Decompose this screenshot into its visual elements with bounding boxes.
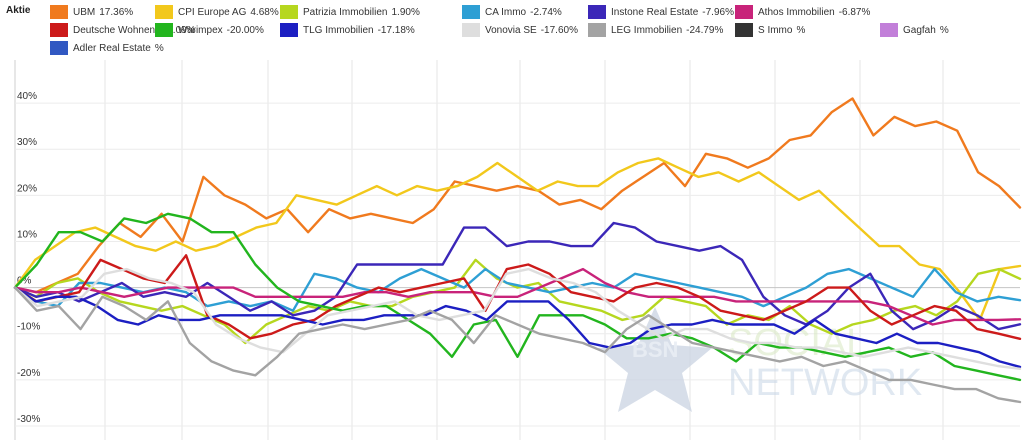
legend-series-name: Patrizia Immobilien: [303, 6, 388, 18]
legend-item[interactable]: Warimpex -20.00%: [155, 22, 264, 38]
series-line: [13, 286, 1022, 404]
watermark-line2: NETWORK: [728, 362, 922, 404]
legend-series-change: %: [939, 24, 949, 36]
series-line: [13, 286, 1022, 369]
legend-swatch: [155, 23, 173, 37]
legend-series-name: Vonovia SE: [485, 24, 537, 36]
legend-item[interactable]: Vonovia SE -17.60%: [462, 22, 578, 38]
y-tick-label: 40%: [17, 91, 37, 102]
series-line: [13, 267, 1022, 312]
watermark-star: [598, 307, 712, 412]
legend-swatch: [462, 5, 480, 19]
legend-item[interactable]: Patrizia Immobilien 1.90%: [280, 4, 420, 20]
legend-series-name: Deutsche Wohnen: [73, 24, 156, 36]
legend-item[interactable]: CPI Europe AG 4.68%: [155, 4, 279, 20]
legend-series-name: LEG Immobilien: [611, 24, 683, 36]
series-line: [13, 254, 1022, 340]
series-line: [13, 258, 1022, 345]
legend-swatch: [280, 23, 298, 37]
series-line: [13, 97, 1022, 294]
legend-series-change: -24.79%: [686, 24, 724, 36]
legend-series-change: -17.60%: [540, 24, 578, 36]
legend-item[interactable]: LEG Immobilien -24.79%: [588, 22, 723, 38]
legend-series-name: Instone Real Estate: [611, 6, 699, 18]
legend-swatch: [462, 23, 480, 37]
legend-series-name: UBM: [73, 6, 96, 18]
series-line: [13, 221, 1022, 331]
legend-series-change: 4.68%: [250, 6, 279, 18]
legend-series-name: Athos Immobilien: [758, 6, 835, 18]
legend-series-name: TLG Immobilien: [303, 24, 374, 36]
legend-item[interactable]: Athos Immobilien -6.87%: [735, 4, 870, 20]
legend-swatch: [735, 23, 753, 37]
y-tick-label: 20%: [17, 183, 37, 194]
legend-item[interactable]: S Immo%: [735, 22, 805, 38]
legend-swatch: [50, 41, 68, 55]
legend-series-change: -2.74%: [530, 6, 562, 18]
legend-swatch: [735, 5, 753, 19]
legend-item[interactable]: CA Immo -2.74%: [462, 4, 562, 20]
y-tick-label: 10%: [17, 229, 37, 240]
y-tick-label: 0%: [17, 276, 32, 287]
legend-series-name: S Immo: [758, 24, 793, 36]
legend-series-name: Gagfah: [903, 24, 936, 36]
legend-series-change: 1.90%: [391, 6, 420, 18]
legend-series-change: 17.36%: [99, 6, 134, 18]
y-tick-label: -10%: [17, 322, 40, 333]
legend-series-name: Warimpex: [178, 24, 223, 36]
legend-swatch: [880, 23, 898, 37]
legend-item[interactable]: TLG Immobilien -17.18%: [280, 22, 415, 38]
legend-series-change: -6.87%: [838, 6, 871, 18]
legend-series-name: Adler Real Estate: [73, 42, 151, 54]
chart-legend: Aktie UBM 17.36% CPI Europe AG 4.68% Patrizi…: [0, 0, 1024, 60]
legend-series-name: CA Immo: [485, 6, 527, 18]
legend-series-change: -11.09%: [159, 24, 196, 36]
legend-series-name: CPI Europe AG: [178, 6, 247, 18]
series-line: [13, 267, 1022, 370]
series-line: [13, 157, 1022, 322]
legend-swatch: [280, 5, 298, 19]
legend-swatch: [155, 5, 173, 19]
legend-swatch: [588, 23, 606, 37]
legend-item[interactable]: Gagfah%: [880, 22, 949, 38]
legend-series-change: -20.00%: [226, 24, 264, 36]
watermark-badge-text: BSN: [632, 337, 678, 362]
legend-swatch: [50, 23, 68, 37]
legend-series-change: %: [796, 24, 806, 36]
y-tick-label: -20%: [17, 368, 40, 379]
legend-swatch: [588, 5, 606, 19]
legend-swatch: [50, 5, 68, 19]
legend-title: Aktie: [6, 5, 31, 16]
legend-item[interactable]: Adler Real Estate%: [50, 40, 164, 56]
legend-item[interactable]: Deutsche Wohnen -11.09%: [50, 22, 196, 38]
legend-item[interactable]: UBM 17.36%: [50, 4, 133, 20]
legend-series-change: -17.18%: [377, 24, 415, 36]
legend-series-change: %: [154, 42, 164, 54]
legend-item[interactable]: Instone Real Estate -7.96%: [588, 4, 734, 20]
y-tick-label: -30%: [17, 414, 40, 425]
legend-series-change: -7.96%: [702, 6, 734, 18]
y-tick-label: 30%: [17, 137, 37, 148]
